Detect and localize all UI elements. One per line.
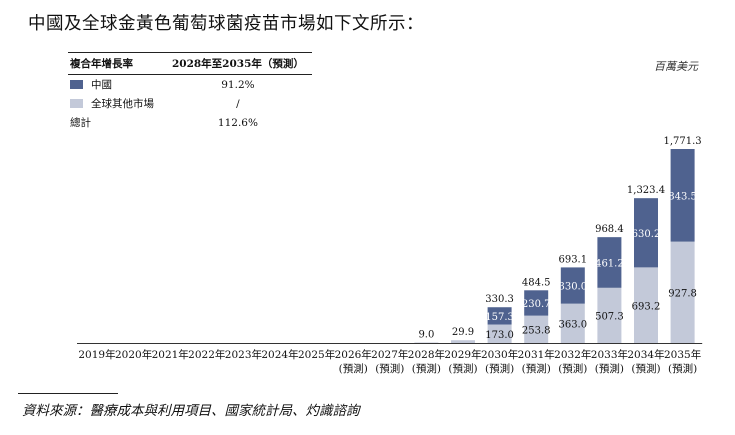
bar-label-total: 330.3 (485, 294, 514, 305)
x-tick-sublabel: (預測) (522, 362, 551, 375)
bar-label-china: 630.2 (632, 229, 661, 240)
x-tick-sublabel: (預測) (412, 362, 441, 375)
cagr-row-china: 中國 91.2% (68, 75, 312, 95)
x-tick-label: 2021年 (152, 348, 189, 361)
x-tick-label: 2024年 (261, 348, 298, 361)
bar-label-china: 461.2 (595, 258, 624, 269)
cagr-row-value: 91.2% (221, 78, 255, 91)
x-tick-label: 2035年 (664, 348, 701, 361)
cagr-row-total: 總計 112.6% (68, 113, 312, 132)
bar-label-rest-of-world: 173.0 (485, 330, 514, 341)
cagr-header-label: 複合年增長率 (68, 52, 164, 75)
bar-rest-of-world (451, 340, 475, 344)
bar-label-total: 484.5 (522, 277, 551, 288)
bar-china (487, 307, 512, 325)
page-heading: 中國及全球金黃色葡萄球菌疫苗市場如下文所示： (28, 14, 424, 34)
bar-rest-of-world (487, 324, 512, 344)
x-tick-sublabel: (預測) (595, 362, 624, 375)
x-tick-label: 2030年 (481, 348, 518, 361)
bar-rest-of-world (597, 287, 622, 344)
bar-china (634, 198, 658, 268)
source-divider (18, 393, 118, 394)
bar-rest-of-world (634, 267, 658, 344)
cagr-label-cell: 中國 (68, 75, 164, 95)
cagr-row-label: 總計 (70, 117, 91, 129)
x-tick-label: 2027年 (371, 348, 408, 361)
x-tick-sublabel: (預測) (485, 362, 514, 375)
x-tick-label: 2033年 (591, 348, 628, 361)
cagr-header-row: 複合年增長率 2028年至2035年（預測） (68, 52, 312, 75)
bar-label-total: 9.0 (418, 330, 434, 341)
bar-label-total: 968.4 (595, 224, 624, 235)
x-tick-label: 2025年 (298, 348, 335, 361)
bar-label-china: 330.0 (558, 282, 587, 293)
bar-china (524, 290, 549, 316)
cagr-row-value: 112.6% (217, 116, 258, 129)
x-tick-sublabel: (預測) (339, 362, 368, 375)
cagr-header-period: 2028年至2035年（預測） (163, 52, 312, 75)
bar-rest-of-world (670, 241, 695, 344)
x-tick-label: 2029年 (444, 348, 481, 361)
x-tick-label: 2032年 (554, 348, 591, 361)
bar-china (670, 149, 695, 242)
bar-rest-of-world (560, 303, 585, 344)
cagr-label-cell: 全球其他市場 (68, 94, 164, 113)
bar-label-rest-of-world: 693.2 (632, 301, 661, 312)
x-tick-label: 2019年 (78, 348, 115, 361)
cagr-row-label: 中國 (91, 79, 112, 91)
bar-label-total: 1,771.3 (664, 136, 702, 147)
x-tick-sublabel: (預測) (448, 362, 477, 375)
bar-label-china: 157.3 (485, 312, 514, 323)
bar-label-rest-of-world: 927.8 (668, 289, 697, 300)
bar-label-total: 29.9 (452, 327, 474, 338)
bar-rest-of-world (524, 315, 549, 344)
bar-label-total: 693.1 (558, 254, 587, 265)
bar-label-total: 1,323.4 (627, 185, 665, 196)
rest-of-world-swatch (70, 99, 83, 108)
cagr-row-value: / (236, 97, 240, 110)
source-note: 資料來源：醫療成本與利用項目、國家統計局、灼識諮詢 (22, 403, 360, 419)
bar-china (597, 237, 622, 288)
x-tick-label: 2026年 (335, 348, 372, 361)
bar-label-china: 843.5 (668, 191, 697, 202)
x-tick-label: 2020年 (115, 348, 152, 361)
china-swatch (70, 80, 83, 89)
x-tick-label: 2028年 (408, 348, 445, 361)
x-tick-label: 2023年 (225, 348, 262, 361)
x-tick-sublabel: (預測) (375, 362, 404, 375)
cagr-row-label: 全球其他市場 (91, 98, 154, 110)
bar-china (560, 267, 585, 304)
x-tick-label: 2031年 (518, 348, 555, 361)
x-tick-sublabel: (預測) (631, 362, 660, 375)
bar-label-rest-of-world: 363.0 (558, 320, 587, 331)
cagr-table: 複合年增長率 2028年至2035年（預測） 中國 91.2% 全球其他市場 /… (68, 52, 312, 132)
bar-label-rest-of-world: 507.3 (595, 312, 624, 323)
x-tick-label: 2034年 (627, 348, 664, 361)
x-tick-sublabel: (預測) (668, 362, 697, 375)
bar-label-china: 230.7 (522, 299, 551, 310)
bar-label-rest-of-world: 253.8 (522, 326, 551, 337)
x-tick-label: 2022年 (188, 348, 225, 361)
x-tick-sublabel: (預測) (558, 362, 587, 375)
unit-label: 百萬美元 (654, 60, 698, 73)
cagr-row-rest: 全球其他市場 / (68, 94, 312, 113)
